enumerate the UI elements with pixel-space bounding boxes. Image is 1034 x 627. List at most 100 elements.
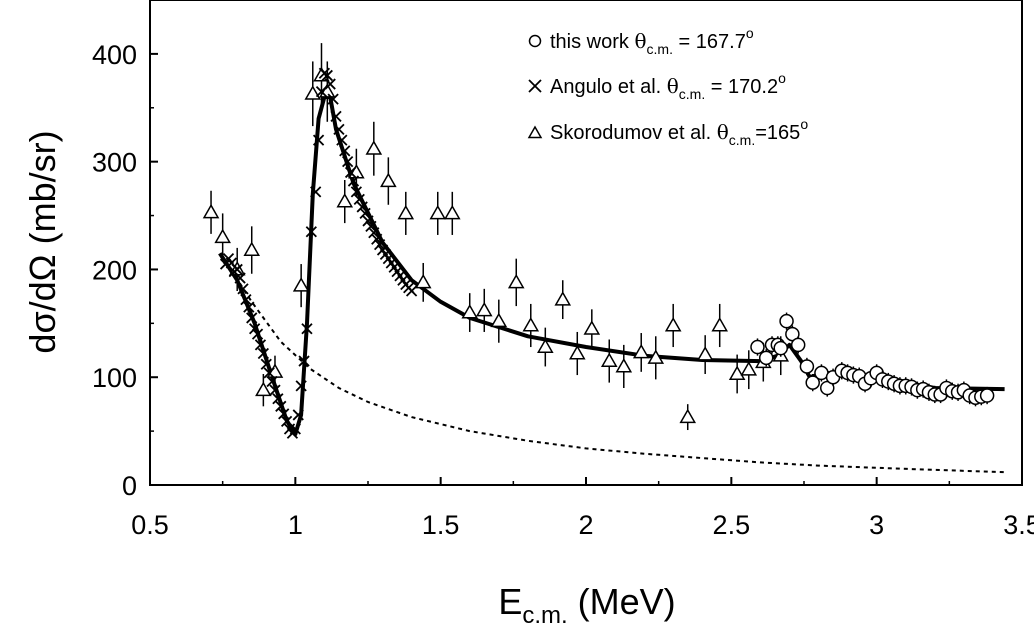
angulo-point <box>251 328 264 340</box>
x-axis-title-sub: c.m. <box>522 602 567 627</box>
this-work-point <box>799 359 815 374</box>
legend-circle-icon <box>528 34 542 48</box>
angulo-point <box>243 301 255 313</box>
angulo-point <box>359 207 371 220</box>
y-tick-label: 200 <box>92 255 137 285</box>
legend-cross-icon <box>528 79 542 93</box>
angulo-point <box>312 134 325 146</box>
x-tick-label: 2.5 <box>713 510 751 540</box>
y-axis-title: dσ/dΩ (mb/sr) <box>22 130 63 353</box>
y-tick-label: 0 <box>122 471 137 501</box>
legend-sub: c.m. <box>729 132 755 148</box>
skorodumov-point <box>429 204 447 220</box>
legend-value: = 170.2 <box>705 76 778 98</box>
skorodumov-point <box>711 316 728 332</box>
angulo-point <box>321 69 333 82</box>
y-tick-label: 100 <box>92 363 137 393</box>
skorodumov-point <box>380 172 397 188</box>
skorodumov-point <box>728 365 746 380</box>
legend-theta: θ <box>717 120 729 144</box>
plot-area <box>149 0 1023 486</box>
angulo-point <box>257 347 269 360</box>
x-tick-label: 0.5 <box>131 510 169 540</box>
skorodumov-point <box>292 277 310 292</box>
angulo-point <box>365 220 377 232</box>
skorodumov-point <box>214 228 231 244</box>
angulo-point <box>350 186 363 198</box>
angulo-point <box>405 285 418 297</box>
legend-sup: o <box>800 116 808 132</box>
angulo-point <box>272 393 284 405</box>
x-tick-label: 2 <box>578 510 593 540</box>
angulo-point <box>339 145 351 157</box>
legend-theta: θ <box>667 74 679 98</box>
skorodumov-point <box>336 193 354 208</box>
angulo-point <box>237 283 249 295</box>
skorodumov-point <box>615 357 633 373</box>
angulo-point <box>347 175 360 187</box>
legend-label: Skorodumov et al. θc.m.=165o <box>550 116 808 148</box>
skorodumov-point <box>537 338 554 354</box>
skorodumov-point <box>444 204 461 220</box>
series-this-work <box>750 312 995 407</box>
skorodumov-point <box>600 352 618 368</box>
legend-name: this work <box>550 31 634 53</box>
y-tick-label: 300 <box>92 148 137 178</box>
series-angulo <box>219 67 418 439</box>
y-tick-label: 400 <box>92 40 137 70</box>
this-work-point <box>790 337 806 353</box>
angulo-point <box>246 312 258 324</box>
skorodumov-point <box>365 140 383 155</box>
skorodumov-point <box>522 316 540 332</box>
fit-curve-dotted <box>221 255 1005 474</box>
x-axis-title-rest: (MeV) <box>568 581 676 622</box>
angulo-point <box>327 93 339 105</box>
skorodumov-point <box>490 312 508 328</box>
skorodumov-point <box>568 344 586 360</box>
angulo-point <box>310 186 322 198</box>
legend-name: Angulo et al. <box>550 76 667 98</box>
angulo-point <box>240 293 252 306</box>
skorodumov-point <box>243 241 261 257</box>
angulo-point <box>295 380 307 392</box>
angulo-point <box>234 272 246 284</box>
this-work-point <box>805 375 820 390</box>
angulo-point <box>362 215 374 227</box>
skorodumov-point <box>461 304 479 319</box>
angulo-point <box>336 134 348 146</box>
angulo-point <box>301 323 313 335</box>
skorodumov-point <box>740 361 758 376</box>
angulo-point <box>371 233 383 245</box>
angulo-point <box>342 156 354 168</box>
x-axis-title: Ec.m. (MeV) <box>498 581 675 627</box>
skorodumov-point <box>475 301 493 317</box>
skorodumov-point <box>632 343 650 359</box>
skorodumov-point <box>414 273 432 289</box>
legend-theta: θ <box>634 29 646 53</box>
skorodumov-point <box>554 291 572 306</box>
x-tick-label: 3 <box>869 510 884 540</box>
legend-triangle-icon <box>527 125 543 139</box>
angulo-point <box>269 384 281 396</box>
legend-name: Skorodumov et al. <box>550 122 717 144</box>
skorodumov-point <box>583 320 601 335</box>
angulo-point <box>344 166 357 179</box>
plot-frame <box>149 0 1023 486</box>
skorodumov-point <box>647 349 665 364</box>
angulo-point <box>353 193 365 206</box>
skorodumov-point <box>696 346 714 361</box>
angulo-point <box>356 201 368 213</box>
skorodumov-point <box>664 316 682 332</box>
legend-label: this work θc.m. = 167.7o <box>550 25 754 57</box>
angulo-point <box>333 123 345 135</box>
y-axis-ticks: 0 100 200 300 400 <box>92 40 158 501</box>
angulo-point <box>260 358 272 370</box>
this-work-point <box>979 388 995 403</box>
legend-value: = 167.7 <box>673 31 746 53</box>
skorodumov-point <box>507 273 525 289</box>
angulo-point <box>275 400 287 412</box>
skorodumov-point <box>202 203 220 219</box>
legend-sub: c.m. <box>647 41 673 57</box>
